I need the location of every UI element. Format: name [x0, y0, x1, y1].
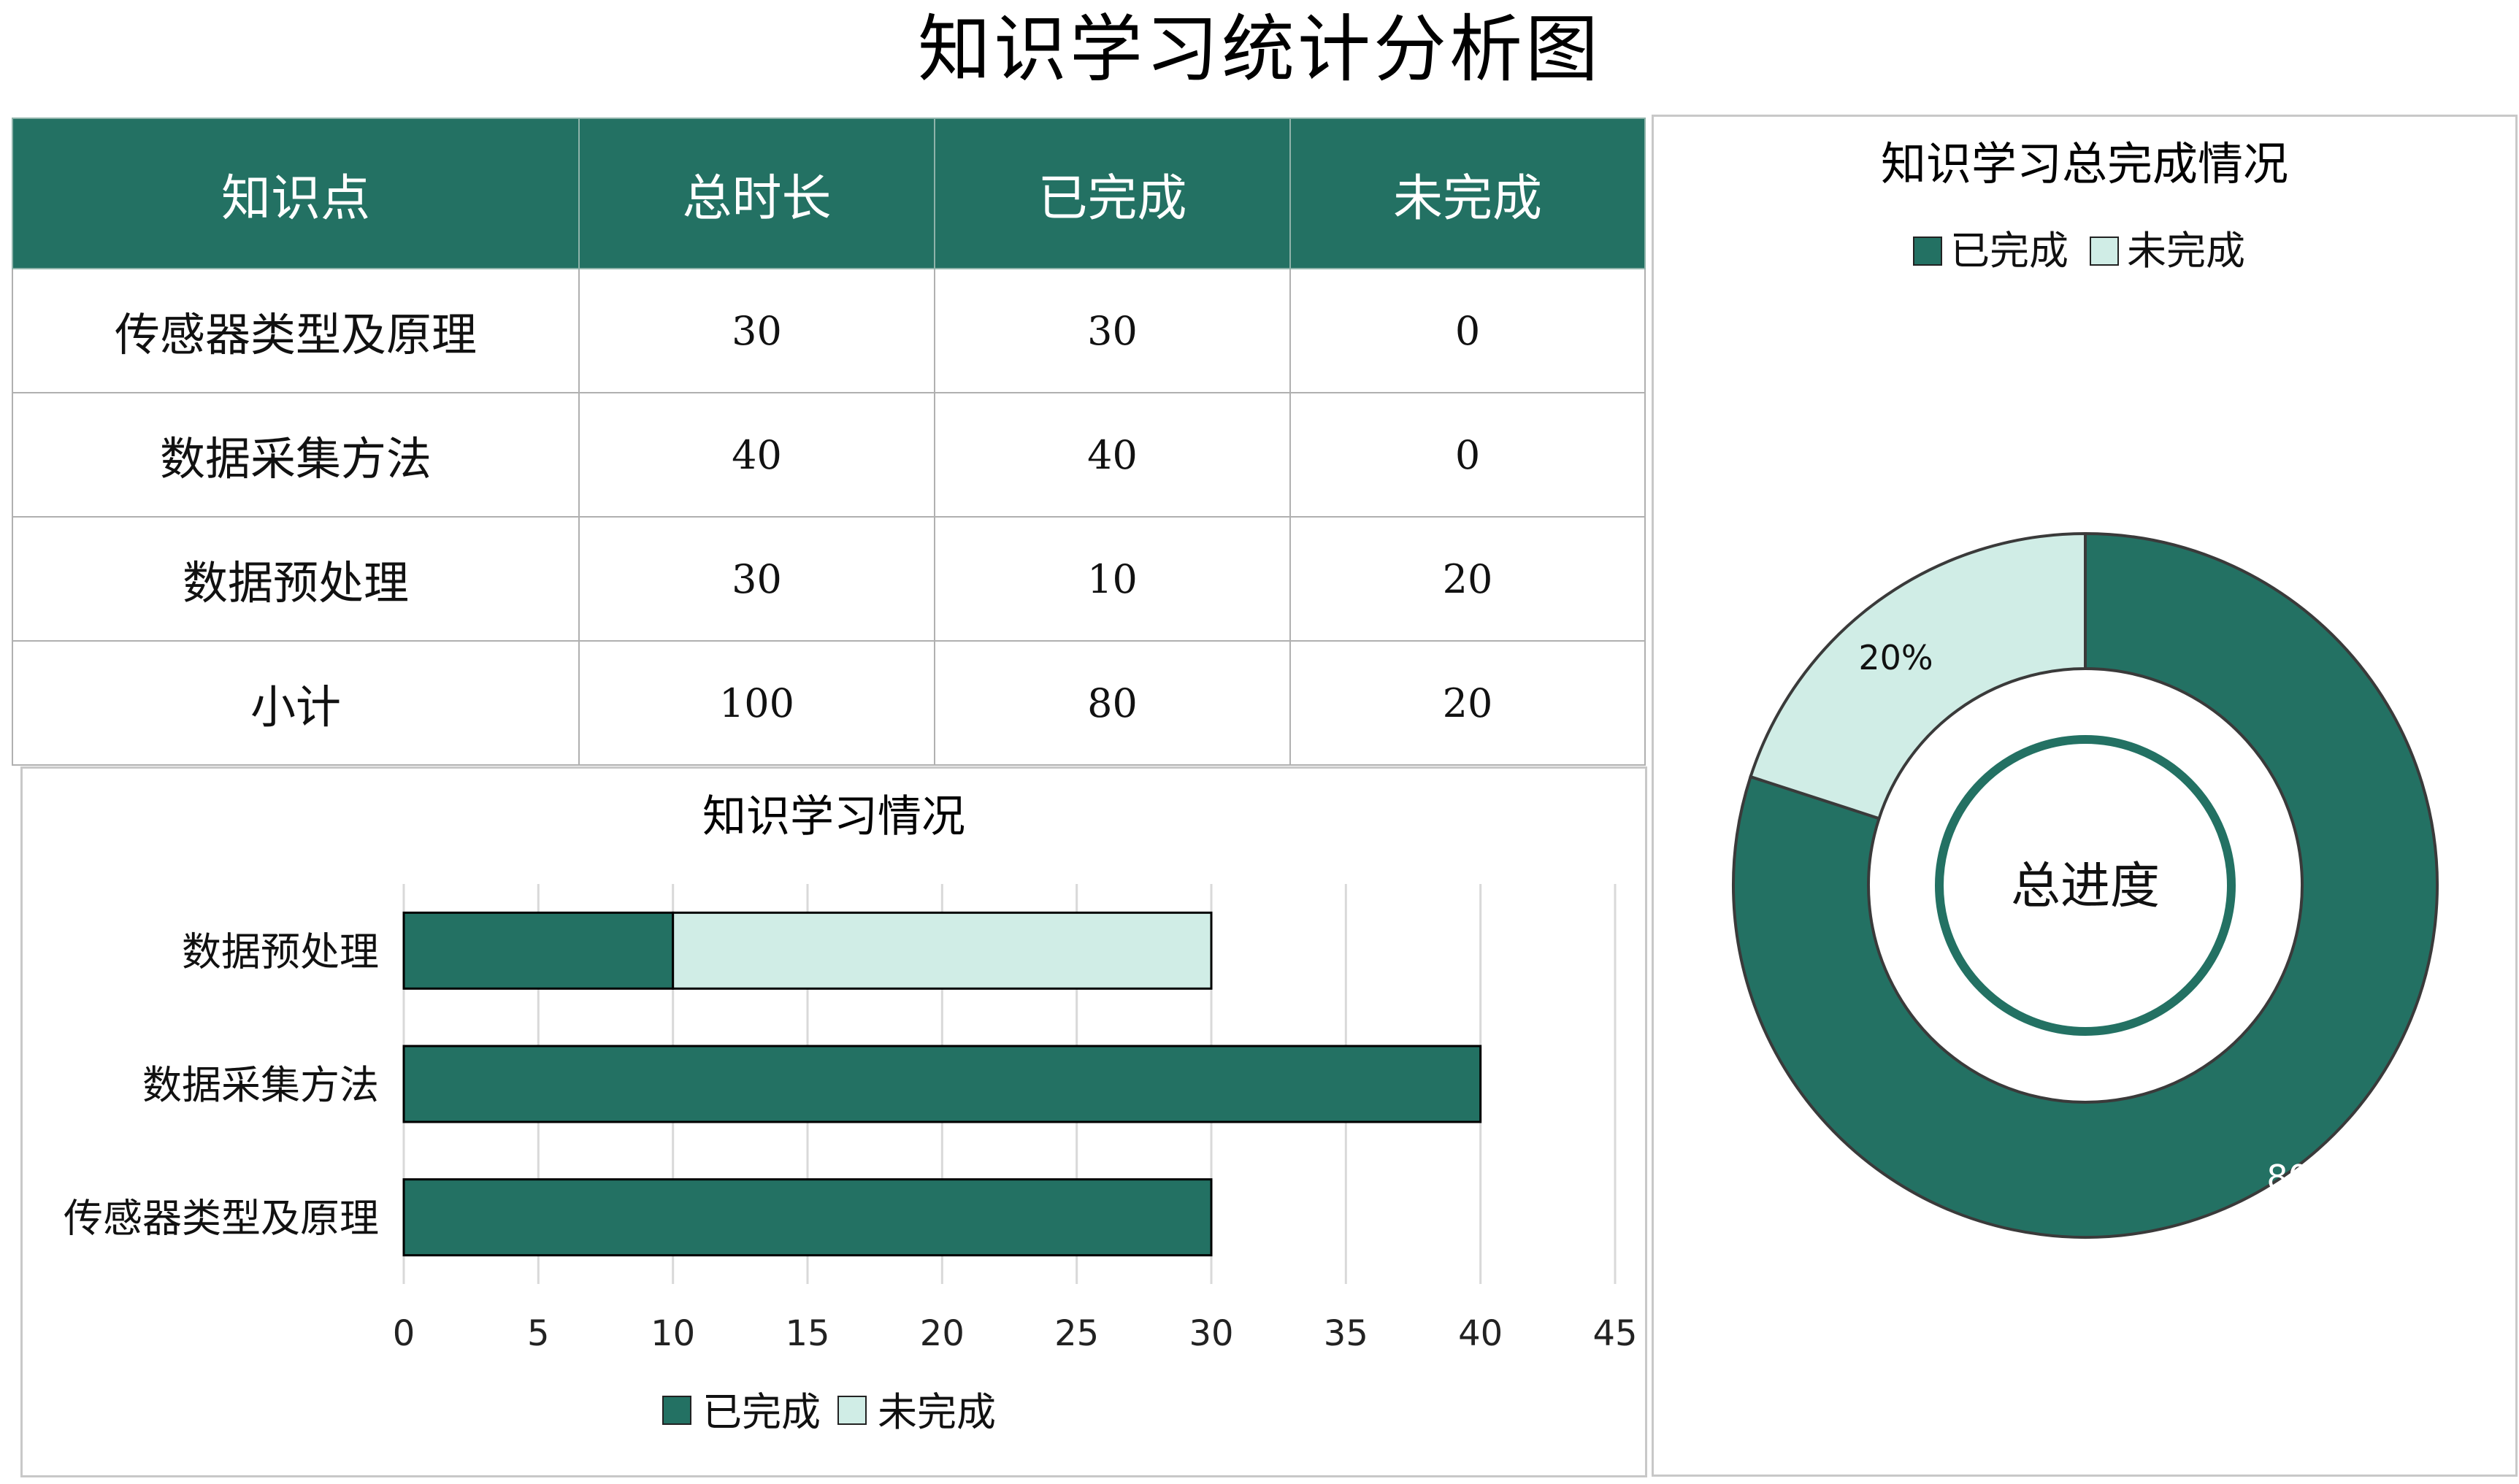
table-header-row: 知识点 总时长 已完成 未完成 [12, 118, 1646, 269]
donut-slice [1749, 531, 2087, 820]
legend-label: 已完成 [1950, 228, 2069, 274]
bar-segment [402, 1178, 1213, 1257]
table-row: 数据预处理 30 10 20 [12, 516, 1646, 642]
table-row: 数据采集方法 40 40 0 [12, 392, 1646, 518]
table-cell: 10 [934, 516, 1291, 642]
knowledge-table: 知识点 总时长 已完成 未完成 传感器类型及原理 30 30 0 数据采集方法 … [12, 118, 1646, 766]
center-ring [1935, 735, 2236, 1036]
legend-swatch [2090, 237, 2119, 266]
x-tick-label: 5 [527, 1313, 550, 1354]
x-tick-label: 10 [651, 1313, 695, 1354]
x-tick-label: 45 [1592, 1313, 1637, 1354]
legend-swatch [1913, 237, 1942, 266]
column-header: 知识点 [12, 118, 580, 269]
table-cell: 0 [1289, 392, 1646, 518]
column-header: 未完成 [1289, 118, 1646, 269]
x-tick-label: 15 [785, 1313, 829, 1354]
table-cell: 数据预处理 [12, 516, 580, 642]
table-cell: 100 [578, 640, 935, 766]
table-cell: 30 [934, 268, 1291, 393]
legend-label: 已完成 [702, 1389, 821, 1435]
bar-segment [402, 1045, 1482, 1123]
table-cell: 80 [934, 640, 1291, 766]
donut-data-label: 20% [1858, 638, 1933, 677]
table-cell: 传感器类型及原理 [12, 268, 580, 393]
y-category-label: 数据预处理 [182, 929, 379, 974]
y-category-label: 传感器类型及原理 [64, 1196, 379, 1242]
page-title: 知识学习统计分析图 [918, 7, 1601, 92]
column-header: 总时长 [578, 118, 935, 269]
x-tick-label: 0 [393, 1313, 415, 1354]
donut-slice [1732, 531, 2439, 1239]
table-cell: 20 [1289, 516, 1646, 642]
legend-swatch [837, 1396, 867, 1425]
table-row-subtotal: 小计 100 80 20 [12, 640, 1646, 766]
table-cell: 30 [578, 268, 935, 393]
chart-title: 知识学习情况 [702, 791, 965, 842]
y-category-label: 数据采集方法 [142, 1062, 379, 1108]
table-cell: 40 [578, 392, 935, 518]
donut-data-label: 80% [2266, 1158, 2341, 1197]
legend-label: 未完成 [2127, 228, 2245, 274]
chart-title: 知识学习总完成情况 [1881, 137, 2288, 191]
x-tick-label: 25 [1054, 1313, 1099, 1354]
center-text: 总进度 [2011, 858, 2160, 915]
legend-label: 未完成 [878, 1389, 996, 1435]
x-tick-label: 35 [1324, 1313, 1368, 1354]
table-cell: 40 [934, 392, 1291, 518]
column-header: 已完成 [934, 118, 1291, 269]
bar-segment [672, 911, 1213, 990]
table-cell: 小计 [12, 640, 580, 766]
x-tick-label: 20 [920, 1313, 965, 1354]
table-cell: 0 [1289, 268, 1646, 393]
bar-segment [402, 911, 675, 990]
table-cell: 数据采集方法 [12, 392, 580, 518]
x-tick-label: 40 [1458, 1313, 1503, 1354]
bar-chart: 知识学习情况 0 5 10 15 20 25 30 35 40 45 传感器类型及原理 数据采集方法 数据… [64, 791, 1638, 1435]
bar-chart-panel: 知识学习情况 0 5 10 15 20 25 30 35 40 45 传感器类型及原理 数据采集方法 数据… [20, 766, 1647, 1477]
table-cell: 30 [578, 516, 935, 642]
table-cell: 20 [1289, 640, 1646, 766]
table-row: 传感器类型及原理 30 30 0 [12, 268, 1646, 393]
legend-swatch [662, 1396, 691, 1425]
x-tick-label: 30 [1189, 1313, 1233, 1354]
donut-chart-panel: 知识学习总完成情况已完成 未完成 80% 20% 总进度 [1652, 115, 2518, 1477]
